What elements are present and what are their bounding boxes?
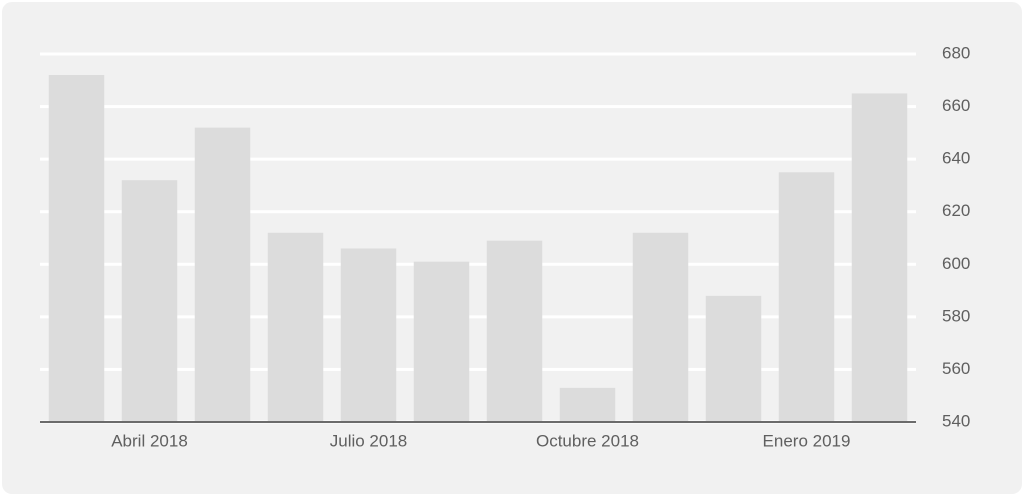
x-tick-label: Enero 2019 bbox=[763, 431, 851, 450]
y-tick-label: 560 bbox=[942, 359, 970, 378]
bar bbox=[705, 295, 762, 422]
y-tick-label: 540 bbox=[942, 411, 970, 430]
bar bbox=[632, 232, 689, 422]
bar bbox=[194, 127, 251, 422]
y-tick-label: 640 bbox=[942, 149, 970, 168]
bar bbox=[340, 248, 397, 422]
bar bbox=[48, 75, 105, 423]
bar bbox=[778, 172, 835, 422]
y-tick-label: 600 bbox=[942, 254, 970, 273]
y-tick-label: 580 bbox=[942, 306, 970, 325]
x-tick-label: Abril 2018 bbox=[111, 431, 188, 450]
y-tick-label: 680 bbox=[942, 43, 970, 62]
bar bbox=[267, 232, 324, 422]
x-tick-label: Julio 2018 bbox=[330, 431, 408, 450]
bar bbox=[486, 240, 543, 422]
x-tick-label: Octubre 2018 bbox=[536, 431, 639, 450]
bar bbox=[413, 261, 470, 422]
bar bbox=[559, 387, 616, 422]
y-tick-label: 660 bbox=[942, 96, 970, 115]
y-tick-label: 620 bbox=[942, 201, 970, 220]
bar bbox=[851, 93, 908, 422]
bar bbox=[121, 180, 178, 422]
